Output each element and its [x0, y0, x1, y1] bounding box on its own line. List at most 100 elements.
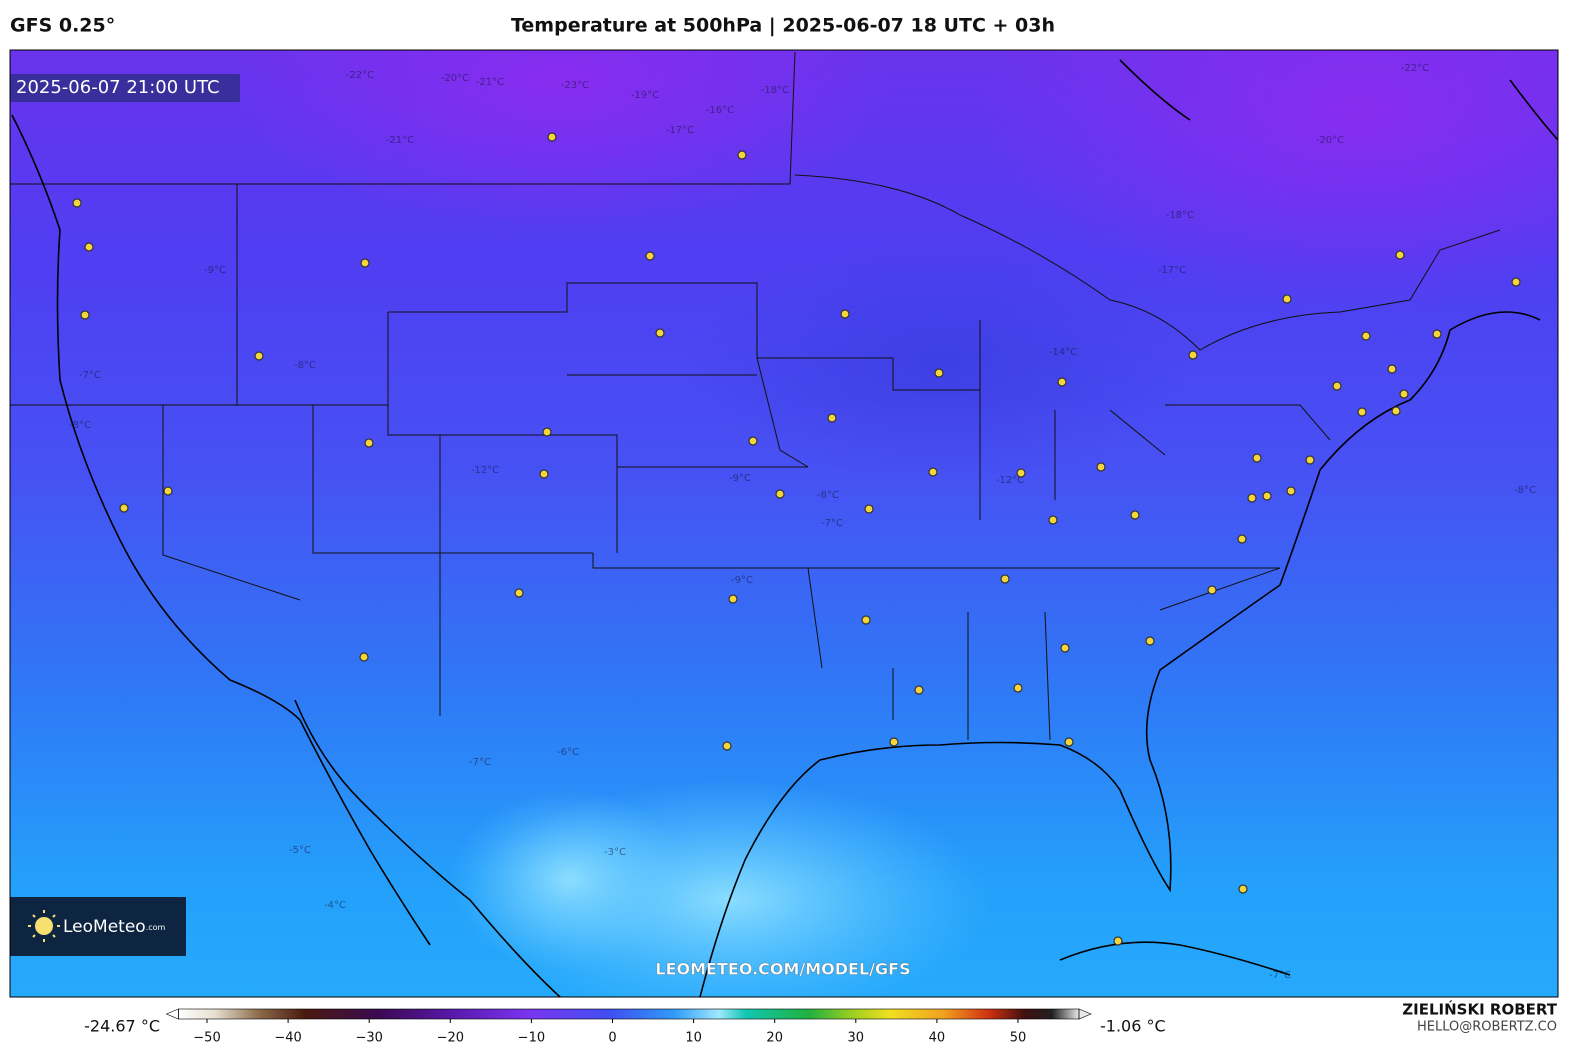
city-marker: [1057, 377, 1067, 387]
city-marker: [1060, 643, 1070, 653]
city-marker: [1145, 636, 1155, 646]
contour-label: -7°C: [469, 757, 491, 768]
contour-label: -3°C: [604, 847, 626, 858]
city-marker: [364, 438, 374, 448]
contour-label: -6°C: [557, 747, 579, 758]
city-marker: [1207, 585, 1217, 595]
contour-label: -22°C: [346, 70, 374, 81]
city-marker: [1237, 534, 1247, 544]
colorbar-tick-label: 30: [848, 1031, 865, 1046]
city-marker: [934, 368, 944, 378]
city-marker: [1305, 455, 1315, 465]
city-marker: [1064, 737, 1074, 747]
city-marker: [360, 258, 370, 268]
cold-core: [980, 50, 1558, 310]
contour-label: -8°C: [1514, 485, 1536, 496]
model-label: GFS 0.25°: [10, 15, 115, 37]
city-marker: [80, 310, 90, 320]
city-marker: [1361, 331, 1371, 341]
colorbar-frame: [178, 1008, 1080, 1020]
city-marker: [1000, 574, 1010, 584]
city-marker: [1016, 468, 1026, 478]
city-marker: [1048, 515, 1058, 525]
city-marker: [827, 413, 837, 423]
colorbar-tick-label: 50: [1010, 1031, 1027, 1046]
city-marker: [1013, 683, 1023, 693]
colorbar-tick-label: 20: [766, 1031, 783, 1046]
contour-label: -12°C: [996, 475, 1024, 486]
city-marker: [840, 309, 850, 319]
logo-name: LeoMeteo: [63, 917, 146, 937]
credit-email: HELLO@ROBERTZ.CO: [1417, 1020, 1557, 1035]
contour-label: -7°C: [79, 370, 101, 381]
city-marker: [728, 594, 738, 604]
city-marker: [1096, 462, 1106, 472]
city-marker: [928, 467, 938, 477]
city-marker: [1252, 453, 1262, 463]
contour-label: -17°C: [1158, 265, 1186, 276]
contour-label: -7°C: [1269, 970, 1291, 981]
contour-label: -18°C: [761, 85, 789, 96]
city-marker: [1391, 406, 1401, 416]
contour-label: -4°C: [324, 900, 346, 911]
borders: [10, 51, 1501, 741]
map-title: Temperature at 500hPa | 2025-06-07 18 UT…: [511, 15, 1055, 37]
colorbar-fill: [178, 1009, 1079, 1019]
city-marker: [1247, 493, 1257, 503]
colorbar-tick-label: 0: [608, 1031, 616, 1046]
colorbar-tick-label: 10: [685, 1031, 702, 1046]
city-marker: [1432, 329, 1442, 339]
city-marker: [1399, 389, 1409, 399]
cold-area: [680, 240, 1200, 480]
city-marker: [889, 737, 899, 747]
city-marker: [72, 198, 82, 208]
city-marker: [1357, 407, 1367, 417]
city-marker: [1113, 936, 1123, 946]
city-marker: [737, 150, 747, 160]
contour-label: -21°C: [386, 135, 414, 146]
colorbar-tick-label: −20: [437, 1031, 464, 1046]
contour-label: -22°C: [1401, 63, 1429, 74]
contour-label: -23°C: [561, 80, 589, 91]
contour-label: -20°C: [1316, 135, 1344, 146]
timestamp: 2025-06-07 21:00 UTC: [16, 77, 220, 98]
contour-label: -21°C: [476, 77, 504, 88]
city-marker: [861, 615, 871, 625]
credit-author: ZIELIŃSKI ROBERT: [1402, 1000, 1557, 1019]
city-marker: [1286, 486, 1296, 496]
min-label: -24.67 °C: [84, 1017, 160, 1036]
city-marker: [722, 741, 732, 751]
colorbar-tick-label: 40: [929, 1031, 946, 1046]
city-marker: [539, 469, 549, 479]
coastline: [11, 59, 1558, 997]
colorbar-tick-label: −10: [518, 1031, 545, 1046]
city-marker: [645, 251, 655, 261]
map: -22°C -20°C -21°C -23°C -19°C -18°C -17°C -16°C…: [10, 50, 1558, 997]
city-marker: [655, 328, 665, 338]
contour-label: -14°C: [1049, 347, 1077, 358]
city-marker: [775, 489, 785, 499]
contour-label: -8°C: [69, 420, 91, 431]
city-marker: [514, 588, 524, 598]
city-marker: [1262, 491, 1272, 501]
colorbar-min-extend: [165, 1008, 179, 1020]
city-marker: [1130, 510, 1140, 520]
watermark: LEOMETEO.COM/MODEL/GFS: [655, 960, 910, 979]
contour-label: -5°C: [289, 845, 311, 856]
contour-label: -9°C: [204, 265, 226, 276]
contour-label: -16°C: [706, 105, 734, 116]
city-marker: [1395, 250, 1405, 260]
contour-labels: -22°C -20°C -21°C -23°C -19°C -18°C -17°C -16°C…: [69, 63, 1536, 981]
timestamp-box: [10, 74, 240, 102]
contour-label: -7°C: [821, 518, 843, 529]
city-marker: [84, 242, 94, 252]
colorbar-tick-label: −30: [355, 1031, 382, 1046]
colorbar-max-extend: [1078, 1008, 1092, 1020]
warm-area: [450, 790, 690, 970]
contour-label: -9°C: [731, 575, 753, 586]
city-marker: [1387, 364, 1397, 374]
max-label: -1.06 °C: [1100, 1017, 1166, 1036]
city-marker: [1332, 381, 1342, 391]
city-marker: [1282, 294, 1292, 304]
